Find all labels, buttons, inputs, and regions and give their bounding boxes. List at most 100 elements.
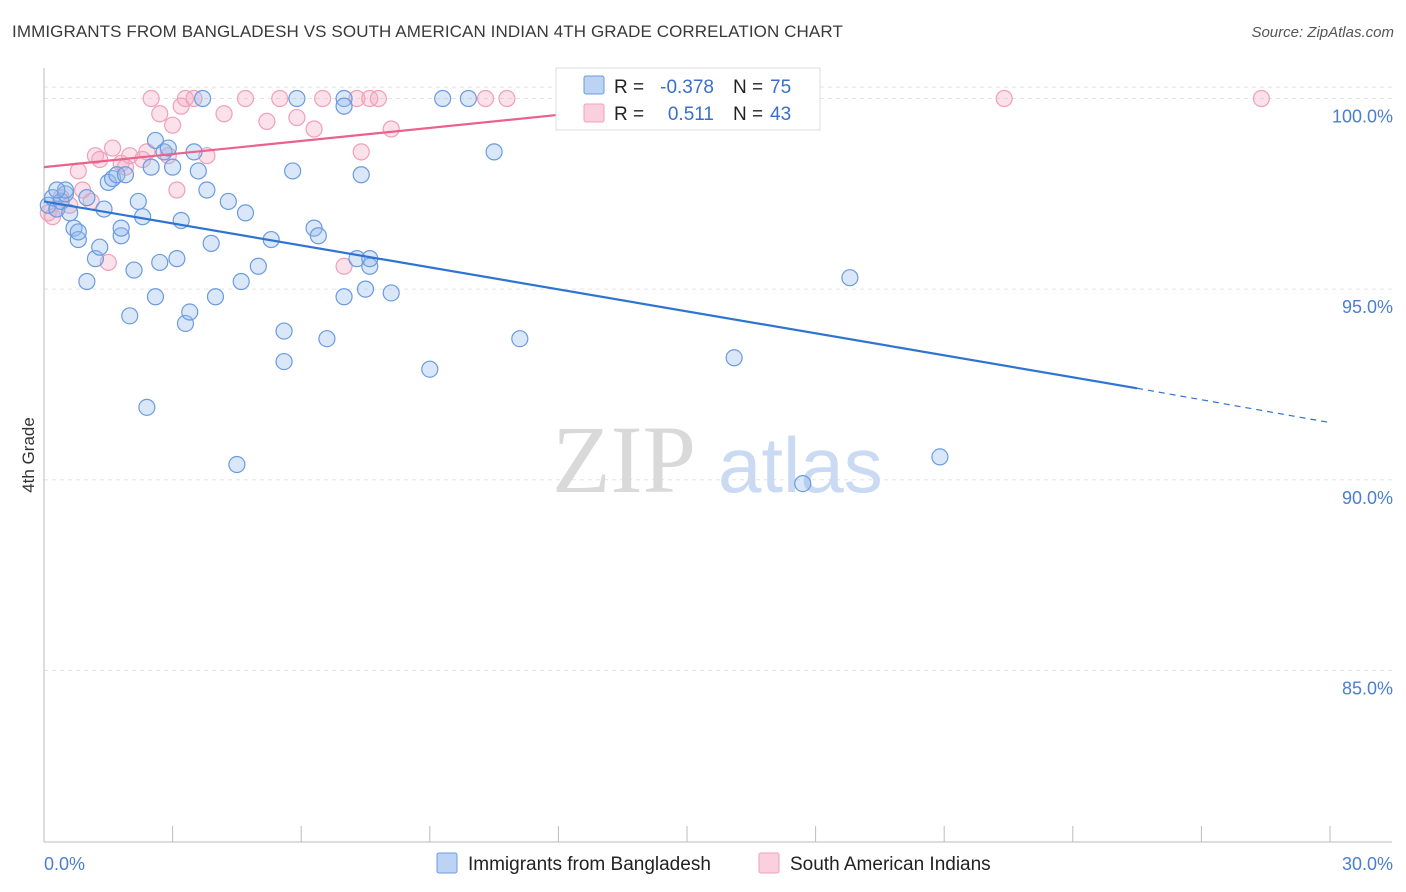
x-tick-label-max: 30.0% (1342, 854, 1393, 874)
series-legend: Immigrants from Bangladesh South America… (436, 852, 991, 875)
data-point (236, 89, 255, 108)
y-tick-labels: 100.0% 95.0% 90.0% 85.0% (1332, 107, 1393, 699)
x-ticks (43, 826, 1331, 842)
data-point (125, 261, 143, 279)
data-point (485, 143, 503, 161)
data-point (382, 284, 400, 302)
chart-source: Source: ZipAtlas.com (1251, 24, 1394, 41)
data-point (198, 181, 216, 199)
legend-n-value-2: 43 (770, 104, 791, 125)
series-legend-label-blue: Immigrants from Bangladesh (468, 854, 711, 875)
y-tick-label: 90.0% (1342, 488, 1393, 508)
y-tick-label: 85.0% (1342, 678, 1393, 698)
legend-r-label-2: R = (614, 104, 644, 125)
data-point (305, 120, 323, 138)
data-point (56, 185, 75, 203)
data-point (434, 89, 452, 108)
data-point (95, 200, 113, 218)
data-point (69, 162, 87, 180)
y-tick-label: 100.0% (1332, 107, 1393, 127)
legend-r-value-2: 0.511 (668, 104, 714, 125)
data-point (794, 474, 812, 493)
data-point (931, 448, 949, 466)
data-point (121, 307, 139, 325)
data-point (151, 253, 169, 272)
data-point (151, 105, 169, 123)
data-point (841, 269, 859, 287)
trend-line-bangladesh-extension (1136, 387, 1331, 424)
series-bangladesh (39, 89, 949, 493)
data-point (459, 89, 477, 108)
data-point (352, 143, 370, 161)
data-point (236, 204, 255, 222)
y-axis-label: 4th Grade (19, 417, 38, 493)
series-legend-swatch-blue (436, 852, 458, 874)
data-point (258, 112, 276, 130)
x-tick-labels: 0.0% 30.0% (44, 854, 1393, 874)
data-point (168, 181, 186, 199)
data-point (78, 272, 96, 291)
data-point (146, 131, 165, 150)
data-point (228, 455, 246, 474)
data-point (348, 89, 366, 108)
legend-box: R = -0.378 N = 75 R = 0.511 N = 43 (555, 67, 821, 131)
watermark-zip: ZIP (552, 406, 696, 513)
data-point (159, 139, 177, 157)
data-point (116, 166, 135, 184)
data-point (288, 108, 306, 127)
data-point (498, 89, 516, 108)
legend-swatch-blue (583, 75, 605, 95)
data-point (352, 166, 370, 184)
data-point (164, 158, 182, 176)
data-point (511, 330, 529, 348)
data-point (215, 105, 233, 123)
data-point (189, 162, 207, 180)
data-point (146, 288, 165, 306)
data-point (99, 253, 117, 272)
watermark-atlas: atlas (718, 421, 883, 509)
data-point (335, 257, 353, 275)
data-point (249, 257, 267, 275)
data-point (335, 97, 353, 115)
trend-lines (43, 89, 1331, 424)
series-south-american-indians (39, 89, 1271, 275)
data-point (309, 227, 327, 245)
watermark: ZIP atlas (552, 406, 883, 513)
legend-n-label-2: N = (733, 104, 763, 125)
data-point (314, 89, 332, 108)
data-point (271, 89, 289, 108)
data-point (284, 162, 302, 180)
data-point (335, 288, 353, 306)
legend-n-label-1: N = (733, 77, 763, 98)
legend-swatch-pink (583, 103, 605, 123)
data-point (219, 192, 237, 211)
data-point (275, 322, 293, 340)
legend-n-value-1: 75 (770, 77, 791, 98)
y-tick-label: 95.0% (1342, 297, 1393, 317)
data-point (275, 352, 293, 371)
data-point (48, 181, 66, 199)
data-point (382, 120, 400, 138)
chart-title: IMMIGRANTS FROM BANGLADESH VS SOUTH AMER… (12, 22, 843, 41)
data-point (69, 223, 87, 241)
series-legend-swatch-pink (758, 852, 780, 874)
data-point (91, 150, 109, 169)
data-point (421, 360, 439, 378)
data-point (78, 189, 96, 207)
data-point (91, 238, 109, 256)
data-point (206, 288, 225, 306)
data-point (356, 280, 375, 298)
trend-line-bangladesh (43, 200, 1138, 390)
data-point (725, 349, 743, 367)
data-point (318, 330, 336, 348)
data-point (138, 398, 156, 416)
data-point (995, 89, 1013, 108)
data-point (369, 89, 387, 108)
data-point (288, 89, 306, 108)
legend-r-label-1: R = (614, 77, 644, 98)
gridlines (44, 86, 1392, 671)
data-point (103, 139, 122, 157)
data-point (112, 219, 130, 237)
data-point (129, 192, 147, 211)
